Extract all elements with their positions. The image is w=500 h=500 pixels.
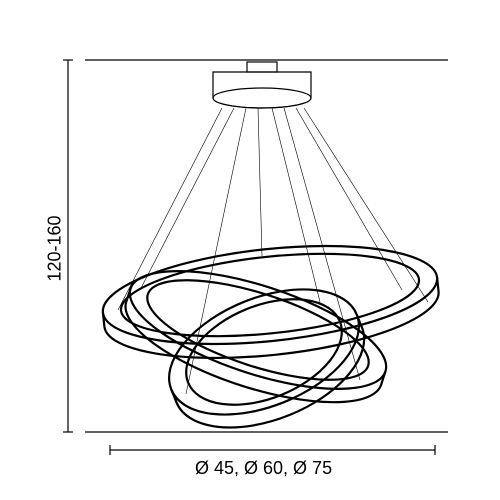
technical-drawing: 120-160 Ø 45, Ø 60, Ø 75 [0, 0, 500, 500]
drawing-svg [0, 0, 500, 500]
height-dimension-label: 120-160 [45, 215, 66, 281]
width-dimension-label: Ø 45, Ø 60, Ø 75 [195, 458, 332, 479]
